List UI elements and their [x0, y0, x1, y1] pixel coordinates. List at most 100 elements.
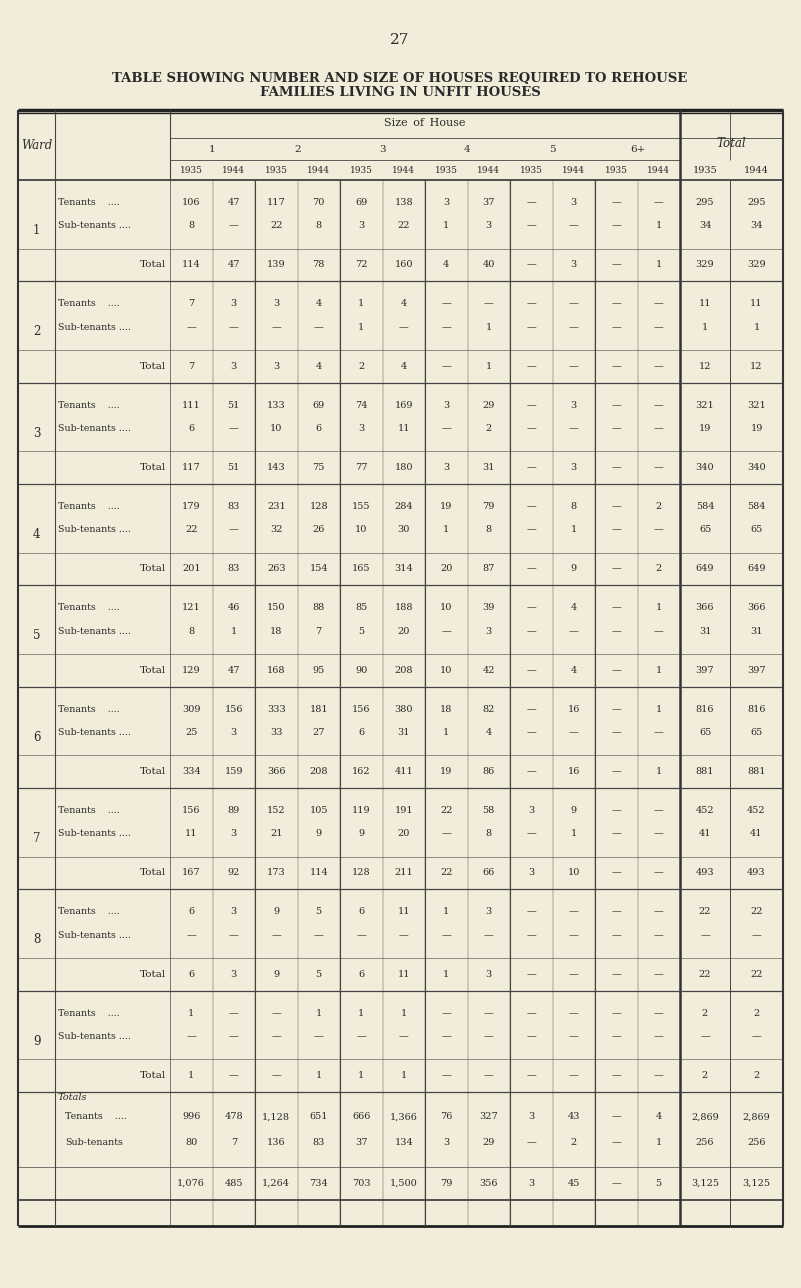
Text: —: —	[272, 931, 281, 940]
Text: 2: 2	[294, 144, 301, 153]
Text: 3,125: 3,125	[691, 1179, 719, 1188]
Text: —: —	[611, 424, 621, 433]
Text: 1: 1	[400, 1072, 407, 1081]
Text: 11: 11	[751, 300, 763, 309]
Text: 29: 29	[482, 1137, 495, 1146]
Text: Total: Total	[139, 260, 166, 269]
Text: 1: 1	[754, 323, 759, 332]
Text: Sub-tenants ....: Sub-tenants ....	[58, 424, 131, 433]
Text: 3: 3	[231, 300, 237, 309]
Text: 996: 996	[182, 1113, 200, 1122]
Text: 19: 19	[698, 424, 711, 433]
Text: 208: 208	[309, 768, 328, 777]
Text: 321: 321	[747, 401, 766, 410]
Text: 1: 1	[656, 705, 662, 714]
Text: 3: 3	[443, 401, 449, 410]
Text: 106: 106	[182, 198, 200, 207]
Text: 1,366: 1,366	[390, 1113, 417, 1122]
Text: 6: 6	[358, 908, 364, 917]
Text: 6: 6	[188, 424, 195, 433]
Text: 65: 65	[699, 728, 711, 737]
Text: Sub-tenants: Sub-tenants	[65, 1137, 123, 1146]
Text: —: —	[441, 362, 451, 371]
Text: —: —	[654, 931, 663, 940]
Text: 295: 295	[747, 198, 766, 207]
Text: 80: 80	[185, 1137, 197, 1146]
Text: 1944: 1944	[308, 165, 330, 174]
Text: 3: 3	[231, 362, 237, 371]
Text: 26: 26	[312, 526, 325, 535]
Text: —: —	[484, 931, 493, 940]
Text: —: —	[441, 1072, 451, 1081]
Text: —: —	[569, 627, 578, 636]
Text: —: —	[611, 1113, 621, 1122]
Text: Tenants    ....: Tenants ....	[58, 908, 120, 917]
Text: —: —	[751, 1032, 762, 1041]
Text: 201: 201	[182, 564, 200, 573]
Text: 1: 1	[358, 1009, 364, 1018]
Text: 20: 20	[440, 564, 453, 573]
Text: 3: 3	[570, 401, 577, 410]
Text: —: —	[654, 970, 663, 979]
Text: 3: 3	[443, 464, 449, 473]
Text: 321: 321	[695, 401, 714, 410]
Text: 1: 1	[656, 1137, 662, 1146]
Text: 8: 8	[188, 222, 195, 231]
Text: 76: 76	[440, 1113, 453, 1122]
Text: —: —	[611, 362, 621, 371]
Text: —: —	[526, 362, 536, 371]
Text: 11: 11	[185, 829, 198, 838]
Text: 3: 3	[231, 829, 237, 838]
Text: 380: 380	[395, 705, 413, 714]
Text: FAMILIES LIVING IN UNFIT HOUSES: FAMILIES LIVING IN UNFIT HOUSES	[260, 85, 541, 98]
Text: 11: 11	[698, 300, 711, 309]
Text: 121: 121	[182, 604, 200, 613]
Text: —: —	[526, 564, 536, 573]
Text: 173: 173	[267, 868, 286, 877]
Text: —: —	[399, 1032, 409, 1041]
Text: Sub-tenants ....: Sub-tenants ....	[58, 526, 131, 535]
Text: 10: 10	[270, 424, 283, 433]
Text: 134: 134	[394, 1137, 413, 1146]
Text: —: —	[611, 323, 621, 332]
Text: —: —	[441, 323, 451, 332]
Text: 65: 65	[751, 526, 763, 535]
Text: 1944: 1944	[477, 165, 501, 174]
Text: 231: 231	[267, 502, 286, 511]
Text: 155: 155	[352, 502, 371, 511]
Text: —: —	[654, 198, 663, 207]
Text: 1,264: 1,264	[262, 1179, 290, 1188]
Text: —: —	[314, 323, 324, 332]
Text: —: —	[526, 908, 536, 917]
Text: 4: 4	[465, 144, 471, 153]
Text: —: —	[611, 970, 621, 979]
Text: Total: Total	[139, 970, 166, 979]
Text: 493: 493	[696, 868, 714, 877]
Text: 397: 397	[696, 666, 714, 675]
Text: —: —	[611, 1137, 621, 1146]
Text: 111: 111	[182, 401, 200, 410]
Text: 881: 881	[747, 768, 766, 777]
Text: 8: 8	[570, 502, 577, 511]
Text: 41: 41	[751, 829, 763, 838]
Text: 83: 83	[227, 564, 240, 573]
Text: 34: 34	[751, 222, 763, 231]
Text: —: —	[526, 401, 536, 410]
Text: 452: 452	[696, 806, 714, 815]
Text: 6: 6	[316, 424, 322, 433]
Text: 43: 43	[567, 1113, 580, 1122]
Text: —: —	[441, 829, 451, 838]
Text: 411: 411	[394, 768, 413, 777]
Text: —: —	[526, 260, 536, 269]
Text: 20: 20	[397, 829, 410, 838]
Text: Tenants    ....: Tenants ....	[58, 502, 120, 511]
Text: —: —	[611, 705, 621, 714]
Text: 19: 19	[440, 768, 453, 777]
Text: 51: 51	[227, 401, 240, 410]
Text: 1: 1	[188, 1009, 195, 1018]
Text: 21: 21	[270, 829, 283, 838]
Text: 42: 42	[482, 666, 495, 675]
Text: 485: 485	[224, 1179, 243, 1188]
Text: 40: 40	[482, 260, 495, 269]
Text: —: —	[569, 970, 578, 979]
